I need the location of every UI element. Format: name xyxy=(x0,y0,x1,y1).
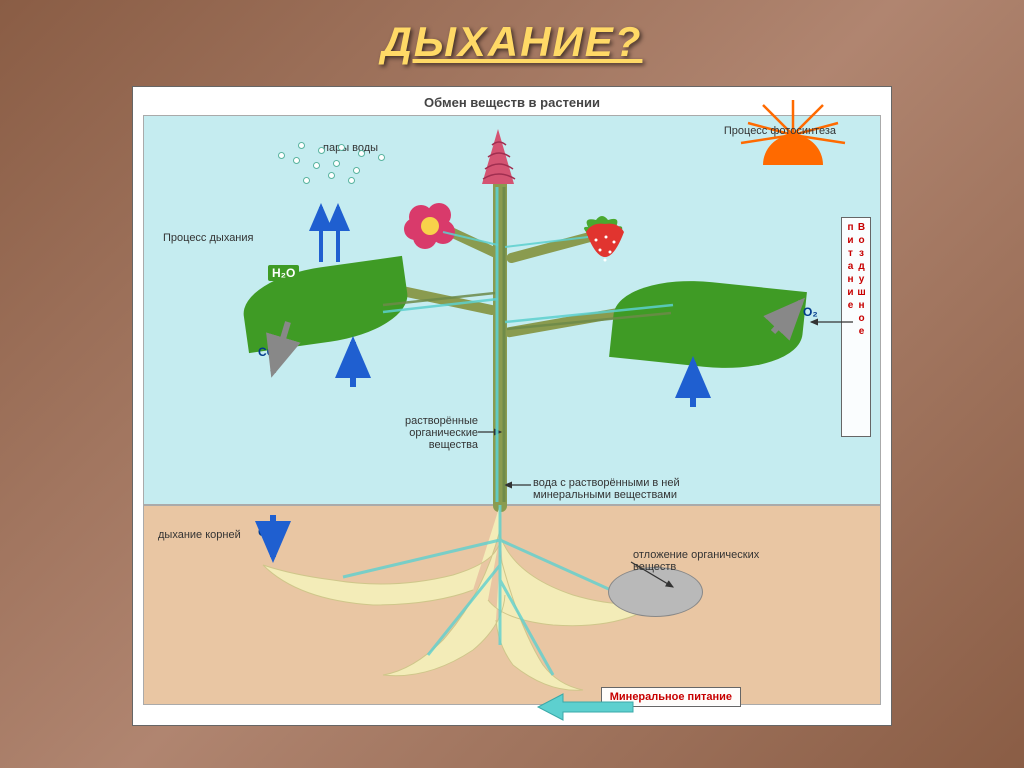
plant-fruit xyxy=(578,212,633,282)
chem-o2-right: O₂ xyxy=(803,305,818,319)
chem-h2o: H₂O xyxy=(268,265,299,281)
dissolved-organic-label: растворённые органические вещества xyxy=(358,415,478,451)
slide-title: ДЫХАНИЕ? xyxy=(382,18,643,66)
vapor-dots xyxy=(273,142,403,197)
air-nutrition-box: Воздушное питание xyxy=(841,217,871,437)
plant-stem xyxy=(493,172,507,512)
bud-texture xyxy=(481,129,517,184)
photosynthesis-label: Процесс фотосинтеза xyxy=(724,125,836,137)
root-respiration-label: дыхание корней xyxy=(158,529,241,541)
chem-o2-left: O₂ xyxy=(343,355,358,369)
diagram-container: Обмен веществ в растении Процесс фотосин… xyxy=(132,86,892,726)
chem-o2-root: O₂ xyxy=(258,525,273,539)
chem-co2-left: CO₂ xyxy=(258,345,281,359)
diagram-title: Обмен веществ в растении xyxy=(424,95,600,110)
respiration-label: Процесс дыхания xyxy=(163,232,254,244)
plant-flower xyxy=(401,197,461,262)
sun-icon xyxy=(763,135,823,165)
water-minerals-label: вода с растворёнными в ней минеральными … xyxy=(533,477,733,501)
organic-deposit xyxy=(608,567,703,617)
mineral-nutrition-box: Минеральное питание xyxy=(601,687,741,707)
chem-co2-right: CO₂ xyxy=(678,385,701,399)
organic-deposit-label: отложение органических веществ xyxy=(633,549,803,573)
